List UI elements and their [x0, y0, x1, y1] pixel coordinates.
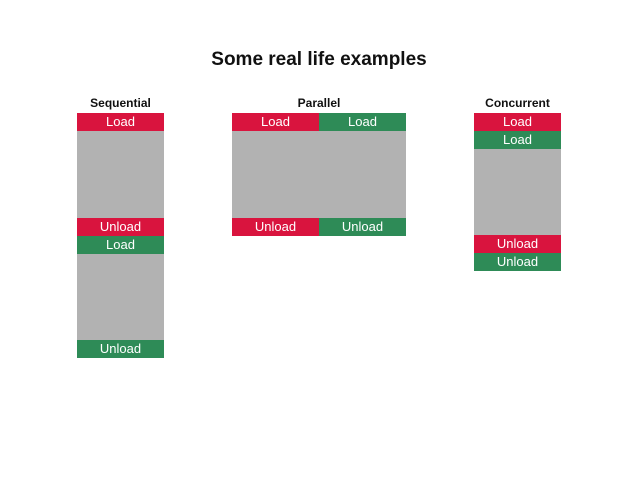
parallel-task2-load: Load: [319, 113, 406, 131]
sequential-task1-work: [77, 131, 164, 218]
sequential-task2-unload: Unload: [77, 340, 164, 358]
sequential-heading: Sequential: [90, 96, 151, 110]
sequential-task2-load: Load: [77, 236, 164, 254]
page-title: Some real life examples: [211, 49, 427, 70]
concurrent-task2-unload: Unload: [474, 253, 561, 271]
concurrent-task1-unload: Unload: [474, 235, 561, 253]
concurrent-work: [474, 149, 561, 235]
parallel-heading: Parallel: [297, 96, 341, 110]
sequential-task1-load: Load: [77, 113, 164, 131]
sequential-task1-unload: Unload: [77, 218, 164, 236]
parallel-task1-unload: Unload: [232, 218, 319, 236]
concurrent-task1-load: Load: [474, 113, 561, 131]
parallel-task2-unload: Unload: [319, 218, 406, 236]
parallel-work: [232, 131, 406, 218]
concurrent-heading: Concurrent: [485, 96, 550, 110]
parallel-task1-load: Load: [232, 113, 319, 131]
sequential-task2-work: [77, 254, 164, 340]
concurrent-task2-load: Load: [474, 131, 561, 149]
